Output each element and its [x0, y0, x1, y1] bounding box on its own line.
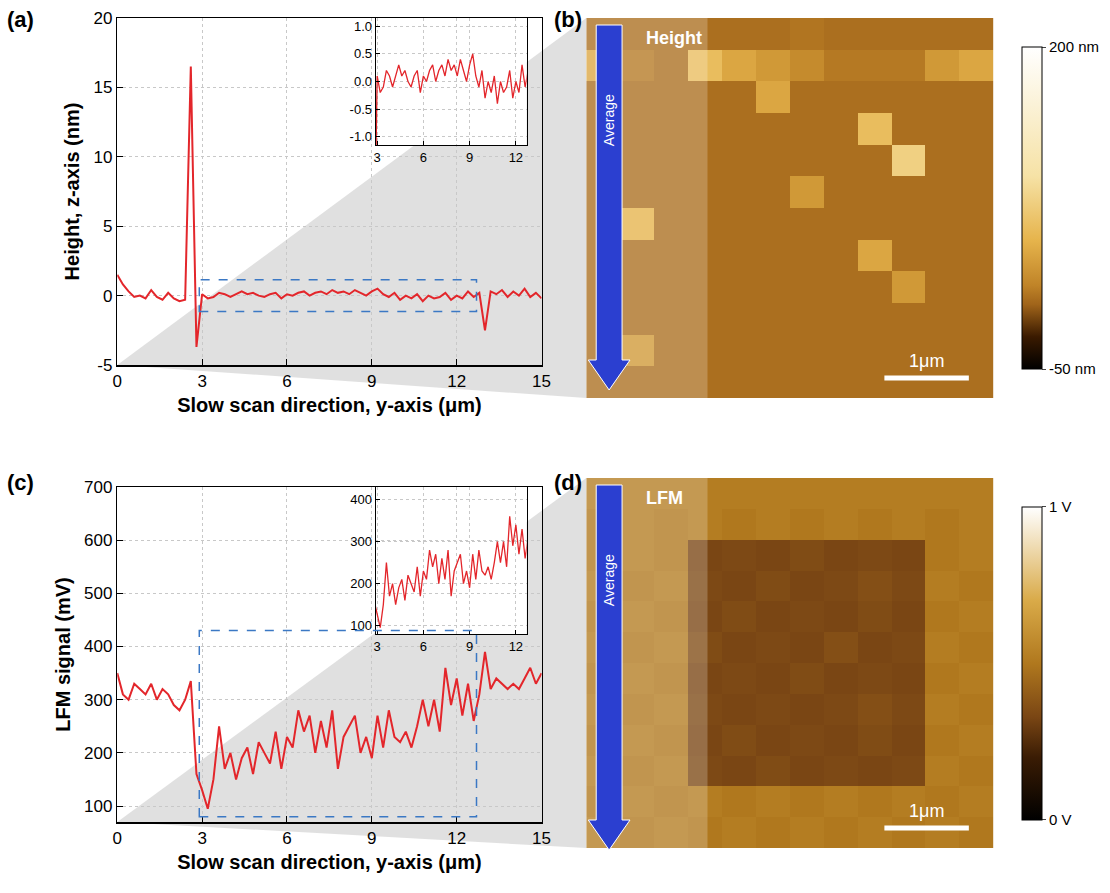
svg-text:12: 12 [509, 639, 523, 654]
svg-text:400: 400 [84, 637, 112, 656]
svg-text:300: 300 [350, 534, 372, 549]
svg-text:200 nm: 200 nm [1049, 38, 1099, 55]
svg-text:(d): (d) [554, 470, 582, 495]
svg-text:Height: Height [646, 28, 702, 48]
svg-text:6: 6 [420, 639, 427, 654]
svg-text:10: 10 [93, 148, 112, 167]
svg-text:12: 12 [447, 829, 466, 848]
svg-text:400: 400 [350, 492, 372, 507]
svg-text:500: 500 [84, 584, 112, 603]
svg-text:(b): (b) [554, 7, 582, 32]
svg-text:12: 12 [509, 150, 523, 165]
svg-text:1μm: 1μm [909, 351, 944, 371]
svg-text:LFM signal (mV): LFM signal (mV) [52, 577, 74, 731]
svg-text:15: 15 [532, 372, 551, 391]
svg-text:6: 6 [420, 150, 427, 165]
svg-text:9: 9 [367, 829, 376, 848]
svg-text:(c): (c) [7, 470, 34, 495]
svg-text:-0.5: -0.5 [350, 102, 372, 117]
svg-text:Average: Average [601, 94, 617, 146]
svg-text:9: 9 [466, 150, 473, 165]
svg-text:0: 0 [113, 829, 122, 848]
svg-text:9: 9 [466, 639, 473, 654]
svg-text:1μm: 1μm [909, 801, 944, 821]
svg-text:Height, z-axis (nm): Height, z-axis (nm) [61, 103, 83, 281]
svg-text:Slow scan direction, y-axis (μ: Slow scan direction, y-axis (μm) [177, 851, 482, 873]
svg-text:300: 300 [84, 691, 112, 710]
svg-text:15: 15 [532, 829, 551, 848]
svg-text:1 V: 1 V [1049, 498, 1072, 515]
svg-text:3: 3 [197, 829, 206, 848]
svg-text:6: 6 [282, 829, 291, 848]
svg-text:3: 3 [374, 639, 381, 654]
svg-text:700: 700 [84, 478, 112, 497]
svg-text:6: 6 [282, 372, 291, 391]
svg-text:15: 15 [93, 78, 112, 97]
svg-text:1.0: 1.0 [354, 19, 372, 34]
svg-text:0.5: 0.5 [354, 46, 372, 61]
svg-text:(a): (a) [7, 7, 34, 32]
svg-text:3: 3 [197, 372, 206, 391]
svg-text:0: 0 [113, 372, 122, 391]
svg-text:-5: -5 [97, 356, 112, 375]
svg-text:200: 200 [350, 576, 372, 591]
svg-text:LFM: LFM [646, 488, 683, 508]
svg-text:100: 100 [84, 797, 112, 816]
svg-text:9: 9 [367, 372, 376, 391]
svg-text:100: 100 [350, 618, 372, 633]
svg-text:0: 0 [103, 287, 112, 306]
svg-text:600: 600 [84, 531, 112, 550]
svg-text:3: 3 [374, 150, 381, 165]
svg-text:Average: Average [601, 554, 617, 606]
svg-text:20: 20 [93, 9, 112, 28]
svg-text:200: 200 [84, 744, 112, 763]
svg-text:-1.0: -1.0 [350, 129, 372, 144]
svg-text:0 V: 0 V [1049, 811, 1072, 828]
svg-text:-50 nm: -50 nm [1049, 360, 1096, 377]
svg-text:0.0: 0.0 [354, 74, 372, 89]
svg-text:12: 12 [447, 372, 466, 391]
svg-text:5: 5 [103, 217, 112, 236]
svg-text:Slow scan direction, y-axis (μ: Slow scan direction, y-axis (μm) [177, 394, 482, 416]
